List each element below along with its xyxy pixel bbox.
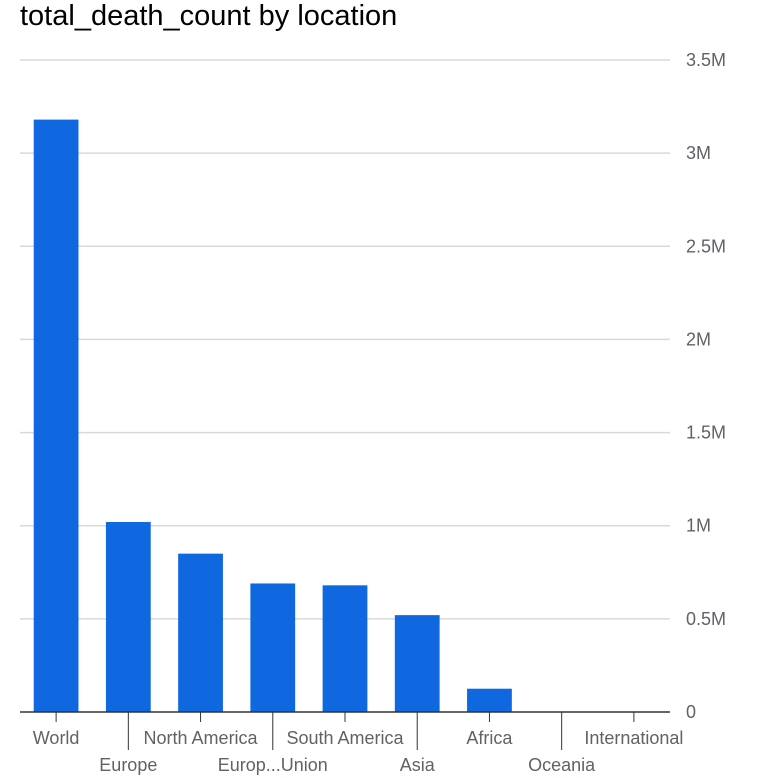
x-tick-label: North America: [144, 728, 259, 748]
x-tick-label: Asia: [400, 755, 436, 775]
x-tick-label: International: [584, 728, 683, 748]
y-tick-label: 0.5M: [686, 609, 726, 629]
bar-asia[interactable]: [394, 615, 440, 712]
y-tick-label: 3M: [686, 143, 711, 163]
x-tick-label: Europe: [99, 755, 157, 775]
bar-north-america[interactable]: [178, 553, 223, 712]
y-tick-label: 0: [686, 702, 696, 722]
chart-title: total_death_count by location: [20, 0, 398, 32]
bar-europ-union[interactable]: [250, 583, 296, 712]
y-tick-label: 3.5M: [686, 50, 726, 70]
bar-south-america[interactable]: [322, 585, 368, 712]
x-tick-label: Africa: [466, 728, 513, 748]
x-tick-label: Europ...Union: [218, 755, 328, 775]
bars: [33, 119, 657, 712]
x-axis: [20, 711, 670, 750]
x-axis-tick-labels: World Europe North America Europ...Union Sou…: [33, 728, 684, 775]
y-axis-tick-labels: 0 0.5M 1M 1.5M 2M 2.5M 3M 3.5M: [686, 50, 726, 722]
x-tick-label: Oceania: [528, 755, 596, 775]
x-tick-label: World: [33, 728, 80, 748]
y-tick-label: 1.5M: [686, 423, 726, 443]
bar-world[interactable]: [33, 119, 79, 712]
x-tick-label: South America: [286, 728, 404, 748]
y-tick-label: 2M: [686, 329, 711, 349]
bar-africa[interactable]: [467, 688, 512, 712]
y-tick-label: 2.5M: [686, 236, 726, 256]
y-tick-label: 1M: [686, 516, 711, 536]
bar-europe[interactable]: [105, 521, 151, 712]
